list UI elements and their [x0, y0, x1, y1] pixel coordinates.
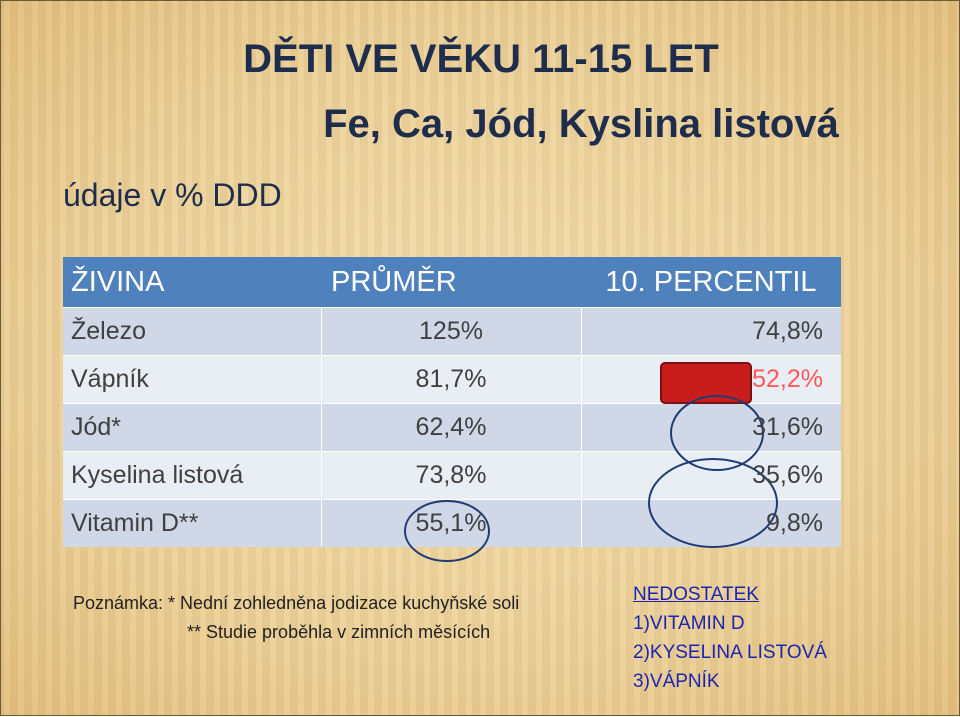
title: DĚTI VE VĚKU 11-15 LET — [243, 37, 719, 81]
table-cell: 81,7% — [415, 365, 487, 393]
table-cell: 35,6% — [752, 461, 823, 489]
table-cell: 55,1% — [415, 509, 487, 537]
subtitle: údaje v % DDD — [63, 177, 282, 213]
header-cell: PRŮMĚR — [331, 266, 457, 298]
table-cell: 73,8% — [415, 461, 487, 489]
table-cell: Kyselina listová — [71, 461, 244, 489]
table-row — [63, 307, 841, 355]
table-cell: 31,6% — [752, 413, 823, 441]
table-cell: Vitamin D** — [71, 509, 199, 537]
table-cell: 125% — [419, 317, 483, 345]
table-cell: 62,4% — [415, 413, 487, 441]
column-divider — [581, 307, 582, 547]
note: ** Studie proběhla v zimních měsících — [187, 622, 491, 642]
table-cell: 52,2% — [752, 365, 823, 393]
table-cell: Jód* — [71, 413, 122, 441]
circle — [404, 500, 490, 562]
circle — [648, 458, 778, 548]
title: Fe, Ca, Jód, Kyslina listová — [323, 102, 839, 146]
table-row — [63, 499, 841, 547]
table-row — [63, 403, 841, 451]
deficiency-item: 1)VITAMIN D — [633, 613, 745, 634]
table-cell: Železo — [71, 317, 147, 345]
deficiency-heading: NEDOSTATEK — [633, 584, 759, 605]
circle — [670, 395, 764, 471]
deficiency-item: 2)KYSELINA LISTOVÁ — [633, 642, 827, 663]
column-divider — [321, 307, 322, 547]
table-cell: 9,8% — [766, 509, 823, 537]
table-cell: 74,8% — [752, 317, 823, 345]
deficiency-item: 3)VÁPNÍK — [633, 671, 720, 692]
table-cell: Vápník — [71, 365, 149, 393]
header-cell: 10. PERCENTIL — [605, 266, 817, 298]
note: Poznámka: * Nední zohledněna jodizace ku… — [73, 593, 520, 613]
table-text-layer: Železo 125% 74,8% Vápník 81,7% 52,2% Jód* 62,4%… — [63, 257, 841, 549]
highlight — [660, 362, 752, 404]
header-row — [63, 257, 841, 307]
header-cell: ŽIVINA — [71, 266, 165, 298]
